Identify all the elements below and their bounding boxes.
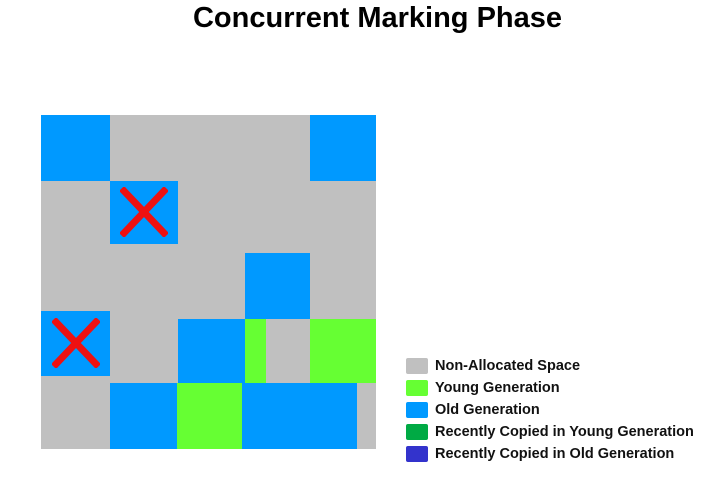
heap-region <box>177 383 242 449</box>
legend-swatch <box>406 424 428 440</box>
legend-label: Recently Copied in Old Generation <box>435 446 675 462</box>
heap-region <box>310 319 376 383</box>
page-title: Concurrent Marking Phase <box>192 2 563 34</box>
legend-swatch <box>406 358 428 374</box>
heap-region <box>242 383 357 449</box>
legend-label: Old Generation <box>435 402 540 418</box>
cross-mark-icon <box>52 318 100 368</box>
heap-region <box>245 253 310 319</box>
heap-region <box>245 319 266 383</box>
heap-region <box>110 383 177 449</box>
legend-swatch <box>406 380 428 396</box>
heap-region <box>178 319 245 383</box>
legend-label: Non-Allocated Space <box>435 358 581 374</box>
cross-mark-icon <box>120 187 168 237</box>
legend-label: Recently Copied in Young Generation <box>435 424 694 440</box>
heap-region <box>310 115 376 181</box>
legend-swatch <box>406 446 428 462</box>
legend-label: Young Generation <box>435 380 560 396</box>
heap-region <box>41 115 110 181</box>
legend-swatch <box>406 402 428 418</box>
